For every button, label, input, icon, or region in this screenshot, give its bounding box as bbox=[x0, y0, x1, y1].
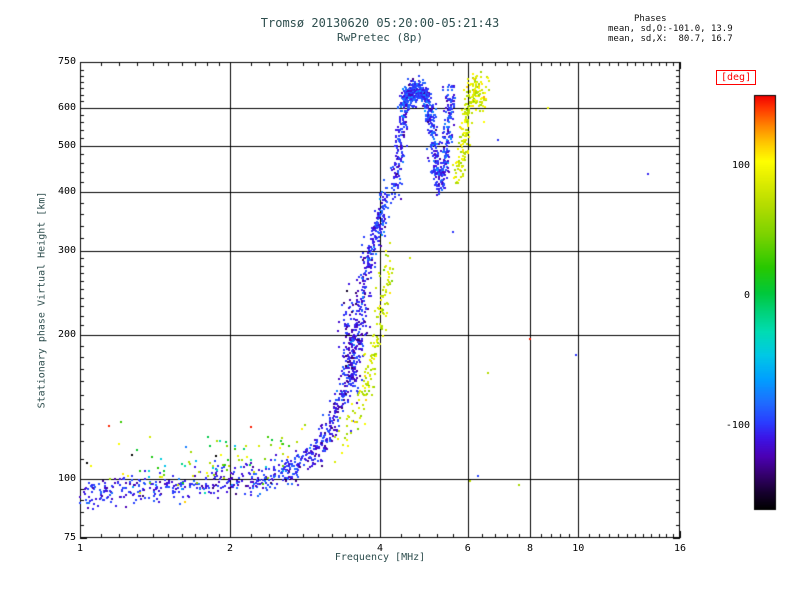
x-tick-label: 16 bbox=[673, 543, 687, 554]
y-tick-label: 75 bbox=[63, 532, 76, 543]
plot-title: Tromsø 20130620 05:20:00-05:21:43 bbox=[260, 16, 500, 30]
y-tick-label: 500 bbox=[57, 139, 76, 151]
plot-subtitle: RwPretec (8p) bbox=[336, 31, 424, 44]
colorbar-tick-label: 100 bbox=[731, 160, 750, 172]
x-tick-label: 1 bbox=[76, 543, 84, 554]
x-axis-label: Frequency [MHz] bbox=[334, 552, 426, 563]
x-tick-label: 4 bbox=[376, 543, 384, 554]
phase-stats-x-line: mean, sd,X: 80.7, 16.7 bbox=[608, 34, 733, 44]
x-tick-label: 8 bbox=[526, 543, 534, 554]
phase-stats-header: Phases bbox=[634, 14, 667, 24]
x-tick-label: 6 bbox=[464, 543, 471, 554]
colorbar-unit-label: [deg] bbox=[716, 70, 757, 85]
colorbar-tick-label: -100 bbox=[725, 419, 750, 431]
y-tick-label: 750 bbox=[57, 56, 76, 67]
y-tick-label: 600 bbox=[57, 102, 76, 114]
y-tick-label: 100 bbox=[57, 472, 76, 484]
y-tick-label: 300 bbox=[57, 245, 76, 257]
x-tick-label: 10 bbox=[572, 543, 585, 554]
colorbar-tick-label: 0 bbox=[743, 290, 750, 302]
phase-stats-block: Phases mean, sd,O:-101.0, 13.9 mean, sd,… bbox=[608, 14, 733, 44]
y-tick-label: 200 bbox=[57, 329, 76, 341]
y-tick-label: 400 bbox=[57, 185, 76, 197]
x-tick-label: 2 bbox=[226, 543, 234, 554]
y-axis-label: Stationary phase Virtual Height [km] bbox=[36, 191, 48, 409]
phase-stats-o-line: mean, sd,O:-101.0, 13.9 bbox=[608, 24, 733, 34]
